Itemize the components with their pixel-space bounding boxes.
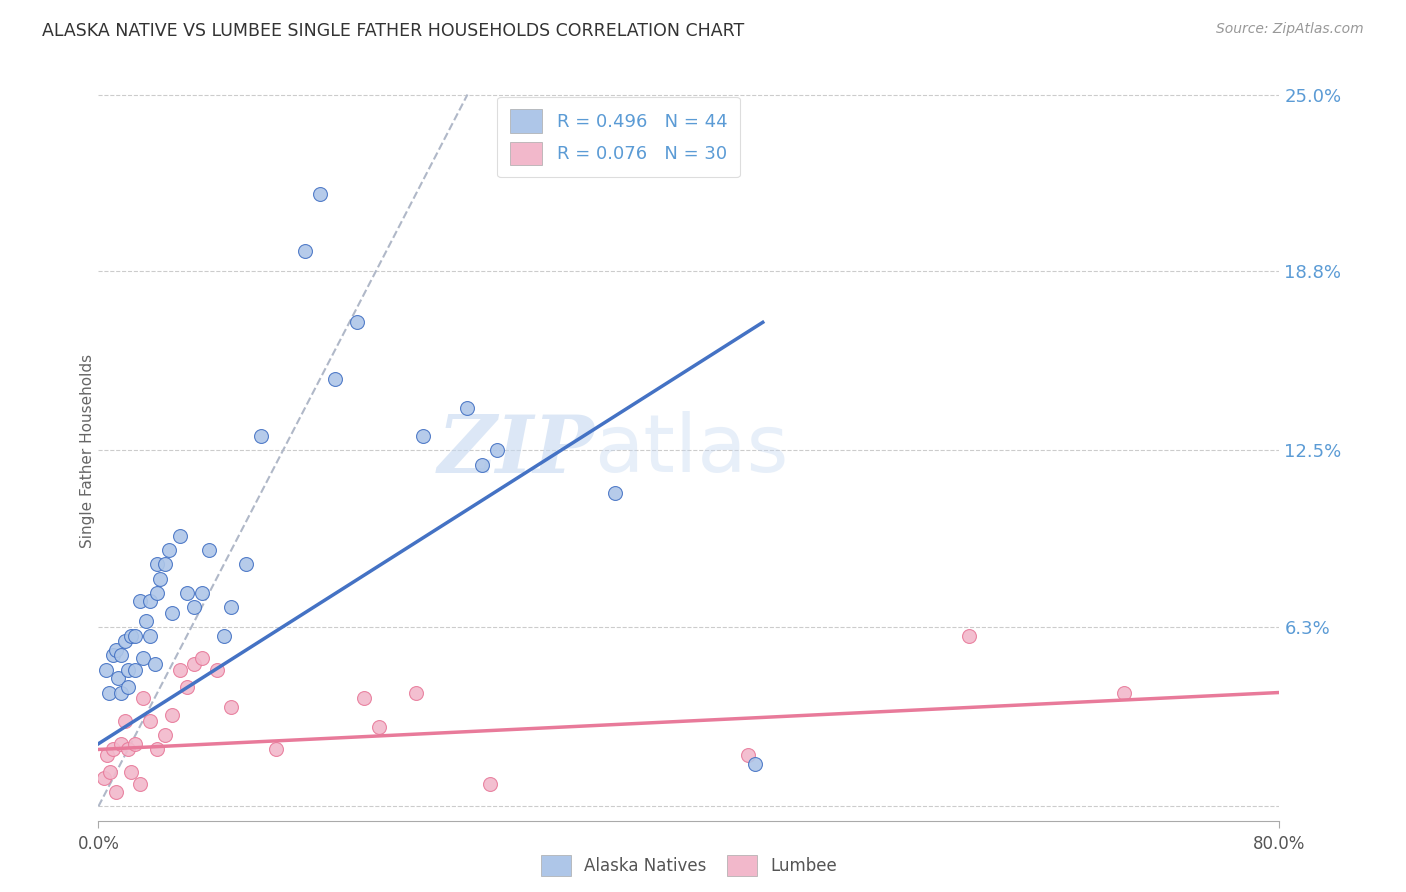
Point <box>120 629 142 643</box>
Point <box>959 629 981 643</box>
Point <box>1114 685 1136 699</box>
Point <box>353 691 375 706</box>
Point <box>235 558 257 572</box>
Point <box>219 600 242 615</box>
Point <box>146 586 169 600</box>
Point <box>149 572 172 586</box>
Point <box>124 629 146 643</box>
Point <box>219 699 242 714</box>
Point <box>103 648 125 663</box>
Point <box>143 657 166 671</box>
Point <box>132 651 155 665</box>
Point <box>153 558 176 572</box>
Point <box>110 685 132 699</box>
Text: Source: ZipAtlas.com: Source: ZipAtlas.com <box>1216 22 1364 37</box>
Point <box>128 594 150 608</box>
Point <box>103 742 125 756</box>
Y-axis label: Single Father Households: Single Father Households <box>80 353 94 548</box>
Point <box>486 443 509 458</box>
Point <box>405 685 427 699</box>
Point <box>117 742 139 756</box>
Point <box>212 629 235 643</box>
Point <box>294 244 316 259</box>
Point <box>107 671 129 685</box>
Point <box>117 680 139 694</box>
Point <box>114 634 136 648</box>
Point <box>124 663 146 677</box>
Point <box>97 685 120 699</box>
Point <box>176 586 198 600</box>
Point <box>456 401 478 415</box>
Point <box>120 765 142 780</box>
Point <box>176 680 198 694</box>
Point <box>605 486 627 500</box>
Point <box>128 776 150 791</box>
Point <box>98 765 121 780</box>
Point <box>139 594 162 608</box>
Point <box>191 586 214 600</box>
Text: ZIP: ZIP <box>437 412 595 489</box>
Text: atlas: atlas <box>595 411 789 490</box>
Point <box>323 372 346 386</box>
Point <box>412 429 434 443</box>
Point <box>169 529 191 543</box>
Point <box>309 187 332 202</box>
Point <box>93 771 115 785</box>
Point <box>110 648 132 663</box>
Point <box>744 756 766 771</box>
Point <box>146 742 169 756</box>
Point <box>478 776 501 791</box>
Point <box>737 748 759 763</box>
Point <box>110 737 132 751</box>
Point <box>205 663 228 677</box>
Point <box>169 663 191 677</box>
Point <box>124 737 146 751</box>
Point <box>114 714 136 728</box>
Point <box>183 657 205 671</box>
Point <box>162 708 183 723</box>
Point <box>198 543 221 558</box>
Point <box>191 651 214 665</box>
Point <box>346 315 368 329</box>
Point <box>135 615 157 629</box>
Point <box>96 748 118 763</box>
Legend: Alaska Natives, Lumbee: Alaska Natives, Lumbee <box>531 845 846 887</box>
Point <box>368 720 391 734</box>
Point <box>94 663 117 677</box>
Point <box>162 606 183 620</box>
Point <box>105 785 128 799</box>
Point <box>139 629 162 643</box>
Point <box>132 691 155 706</box>
Point <box>117 663 139 677</box>
Point <box>471 458 494 472</box>
Point <box>153 728 176 742</box>
Point <box>250 429 273 443</box>
Point <box>157 543 180 558</box>
Text: ALASKA NATIVE VS LUMBEE SINGLE FATHER HOUSEHOLDS CORRELATION CHART: ALASKA NATIVE VS LUMBEE SINGLE FATHER HO… <box>42 22 744 40</box>
Point <box>183 600 205 615</box>
Point <box>146 558 169 572</box>
Point <box>105 642 128 657</box>
Point <box>139 714 162 728</box>
Point <box>264 742 287 756</box>
